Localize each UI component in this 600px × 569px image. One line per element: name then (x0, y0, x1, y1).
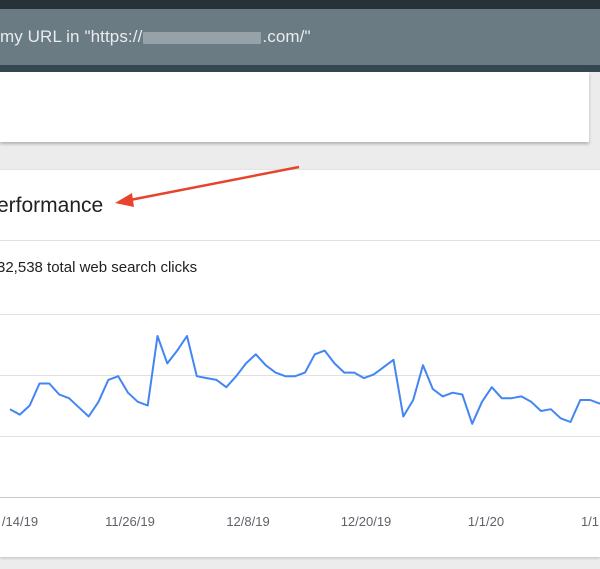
x-tick-label: 12/8/19 (226, 514, 269, 529)
x-tick-label: 1/1 (581, 514, 599, 529)
performance-card-title[interactable]: erformance (0, 194, 104, 217)
x-tick-label: 12/20/19 (341, 514, 392, 529)
redacted-domain (143, 31, 262, 44)
search-text-before: my URL in "https:// (0, 27, 143, 46)
search-input-text: my URL in "https:// .com/" (0, 27, 311, 47)
top-bar-strip (0, 0, 600, 9)
top-bar-bottom-edge (0, 65, 600, 72)
x-tick-label: /14/19 (2, 514, 38, 529)
x-tick-label: 1/1/20 (468, 514, 504, 529)
performance-card[interactable]: erformance 32,538 total web search click… (0, 170, 600, 557)
top-app-bar: my URL in "https:// .com/" (0, 0, 600, 72)
clicks-series-line (9, 335, 600, 425)
card-title-divider (0, 240, 600, 241)
x-tick-label: 11/26/19 (105, 514, 155, 529)
url-inspection-search-input[interactable]: my URL in "https:// .com/" (0, 9, 600, 65)
overview-card (0, 72, 589, 142)
search-text-after: .com/" (262, 27, 311, 46)
total-clicks-label: 32,538 total web search clicks (0, 259, 198, 276)
